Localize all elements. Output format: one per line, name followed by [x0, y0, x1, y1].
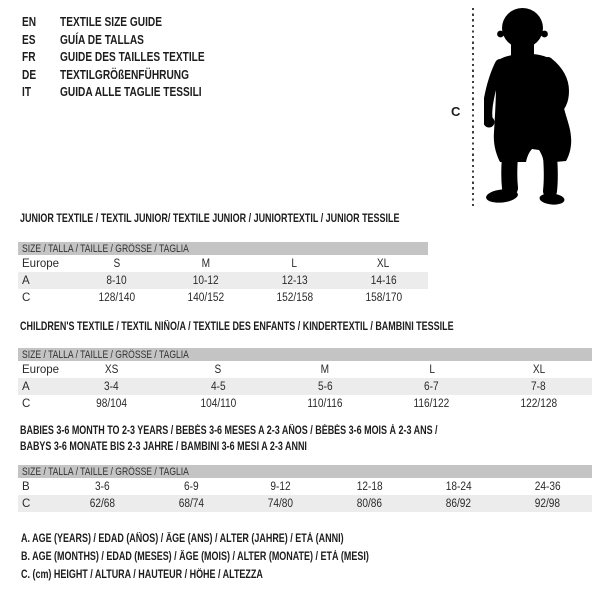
row-label: A: [22, 274, 30, 287]
cell-value: 128/140: [98, 291, 135, 304]
cell-value: S: [214, 363, 222, 376]
row-label: Europe: [22, 257, 60, 270]
junior-size-table: SIZE / TALLA / TAILLE / GRÖSSE / TAGLIA E…: [18, 242, 428, 306]
cell-value: 68/74: [178, 497, 205, 510]
language-row: IT GUIDA ALLE TAGLIE TESSILI: [22, 83, 245, 101]
footnote-height-cm: C. (cm) HEIGHT / ALTURA / HAUTEUR / HÖHE…: [21, 569, 263, 581]
table-header-band: SIZE / TALLA / TAILLE / GRÖSSE / TAGLIA: [18, 242, 428, 255]
language-code: FR: [22, 49, 36, 65]
cell-value: 122/128: [520, 397, 557, 410]
cell-value: L: [291, 257, 298, 270]
language-code: DE: [22, 66, 37, 82]
footnote-age-years: A. AGE (YEARS) / EDAD (AÑOS) / ÂGE (ANS)…: [21, 533, 344, 545]
language-row: EN TEXTILE SIZE GUIDE: [22, 13, 245, 31]
cell-value: 6-7: [424, 380, 440, 393]
language-code: IT: [22, 84, 32, 100]
language-legend: EN TEXTILE SIZE GUIDE ES GUÍA DE TALLAS …: [22, 13, 245, 101]
row-label: C: [22, 291, 31, 304]
table-row: C 62/68 68/74 74/80 80/86 86/92 92/98: [18, 495, 592, 512]
babies-size-table: SIZE / TALLA / TAILLE / GRÖSSE / TAGLIA B…: [18, 465, 592, 512]
table-header-label: SIZE / TALLA / TAILLE / GRÖSSE / TAGLIA: [22, 465, 189, 478]
cell-value: 9-12: [270, 480, 291, 493]
cell-value: 3-4: [104, 380, 119, 393]
language-row: ES GUÍA DE TALLAS: [22, 31, 245, 49]
row-label: C: [22, 497, 31, 510]
cell-value: 6-9: [184, 480, 199, 493]
cell-value: 10-12: [192, 274, 219, 287]
cell-value: 7-8: [531, 380, 546, 393]
cell-value: 104/110: [200, 397, 237, 410]
table-header-label: SIZE / TALLA / TAILLE / GRÖSSE / TAGLIA: [22, 348, 189, 361]
cell-value: 116/122: [413, 397, 450, 410]
language-code: ES: [22, 31, 36, 47]
cell-value: 62/68: [89, 497, 116, 510]
footnote-age-months: B. AGE (MONTHS) / EDAD (MESES) / ÂGE (MO…: [21, 551, 369, 563]
junior-section-title: JUNIOR TEXTILE / TEXTIL JUNIOR/ TEXTILE …: [20, 213, 400, 225]
cell-value: 12-18: [356, 480, 383, 493]
table-row: Europe XS S M L XL: [18, 361, 592, 378]
cell-value: 152/158: [276, 291, 313, 304]
language-row: DE TEXTILGRÖßENFÜHRUNG: [22, 66, 245, 84]
language-title: TEXTILGRÖßENFÜHRUNG: [60, 66, 190, 82]
language-title: TEXTILE SIZE GUIDE: [60, 14, 162, 30]
cell-value: 3-6: [95, 480, 110, 493]
cell-value: 140/152: [187, 291, 224, 304]
table-row: A 8-10 10-12 12-13 14-16: [18, 272, 428, 289]
language-code: EN: [22, 14, 37, 30]
table-row: Europe S M L XL: [18, 255, 428, 272]
cell-value: 80/86: [356, 497, 383, 510]
table-row: A 3-4 4-5 5-6 6-7 7-8: [18, 378, 592, 395]
cell-value: 98/104: [95, 397, 127, 410]
row-label: B: [22, 480, 30, 493]
language-title: GUIDA ALLE TAGLIE TESSILI: [60, 84, 202, 100]
table-header-band: SIZE / TALLA / TAILLE / GRÖSSE / TAGLIA: [18, 348, 592, 361]
row-label: C: [22, 397, 31, 410]
cell-value: 110/116: [307, 397, 343, 410]
baby-silhouette-icon: [484, 8, 572, 205]
children-size-table: SIZE / TALLA / TAILLE / GRÖSSE / TAGLIA E…: [18, 348, 592, 412]
height-measure-label: C: [451, 104, 461, 119]
cell-value: 74/80: [267, 497, 294, 510]
cell-value: 18-24: [445, 480, 472, 493]
cell-value: 158/170: [365, 291, 402, 304]
height-dashed-line: [472, 8, 474, 208]
cell-value: 92/98: [534, 497, 561, 510]
cell-value: XS: [104, 363, 119, 376]
cell-value: L: [428, 363, 435, 376]
cell-value: 12-13: [281, 274, 308, 287]
cell-value: S: [113, 257, 120, 270]
table-header-label: SIZE / TALLA / TAILLE / GRÖSSE / TAGLIA: [22, 242, 189, 255]
language-title: GUIDE DES TAILLES TEXTILE: [60, 49, 205, 65]
cell-value: 14-16: [370, 274, 397, 287]
cell-value: 4-5: [210, 380, 226, 393]
cell-value: 5-6: [317, 380, 333, 393]
language-row: FR GUIDE DES TAILLES TEXTILE: [22, 48, 245, 66]
table-row: C 128/140 140/152 152/158 158/170: [18, 289, 428, 306]
table-header-band: SIZE / TALLA / TAILLE / GRÖSSE / TAGLIA: [18, 465, 592, 478]
row-label: Europe: [22, 363, 60, 376]
cell-value: 24-36: [534, 480, 561, 493]
cell-value: XL: [377, 257, 390, 270]
cell-value: XL: [532, 363, 545, 376]
cell-value: M: [201, 257, 210, 270]
cell-value: 8-10: [106, 274, 127, 287]
language-title: GUÍA DE TALLAS: [60, 31, 144, 47]
table-row: C 98/104 104/110 110/116 116/122 122/128: [18, 395, 592, 412]
table-row: B 3-6 6-9 9-12 12-18 18-24 24-36: [18, 478, 592, 495]
cell-value: M: [320, 363, 330, 376]
row-label: A: [22, 380, 30, 393]
cell-value: 86/92: [445, 497, 472, 510]
babies-section-title-line1: BABIES 3-6 MONTH TO 2-3 YEARS / BEBÉS 3-…: [20, 425, 438, 437]
babies-section-title-line2: BABYS 3-6 MONATE BIS 2-3 JAHRE / BAMBINI…: [20, 441, 307, 453]
children-section-title: CHILDREN'S TEXTILE / TEXTIL NIÑO/A / TEX…: [20, 321, 454, 333]
